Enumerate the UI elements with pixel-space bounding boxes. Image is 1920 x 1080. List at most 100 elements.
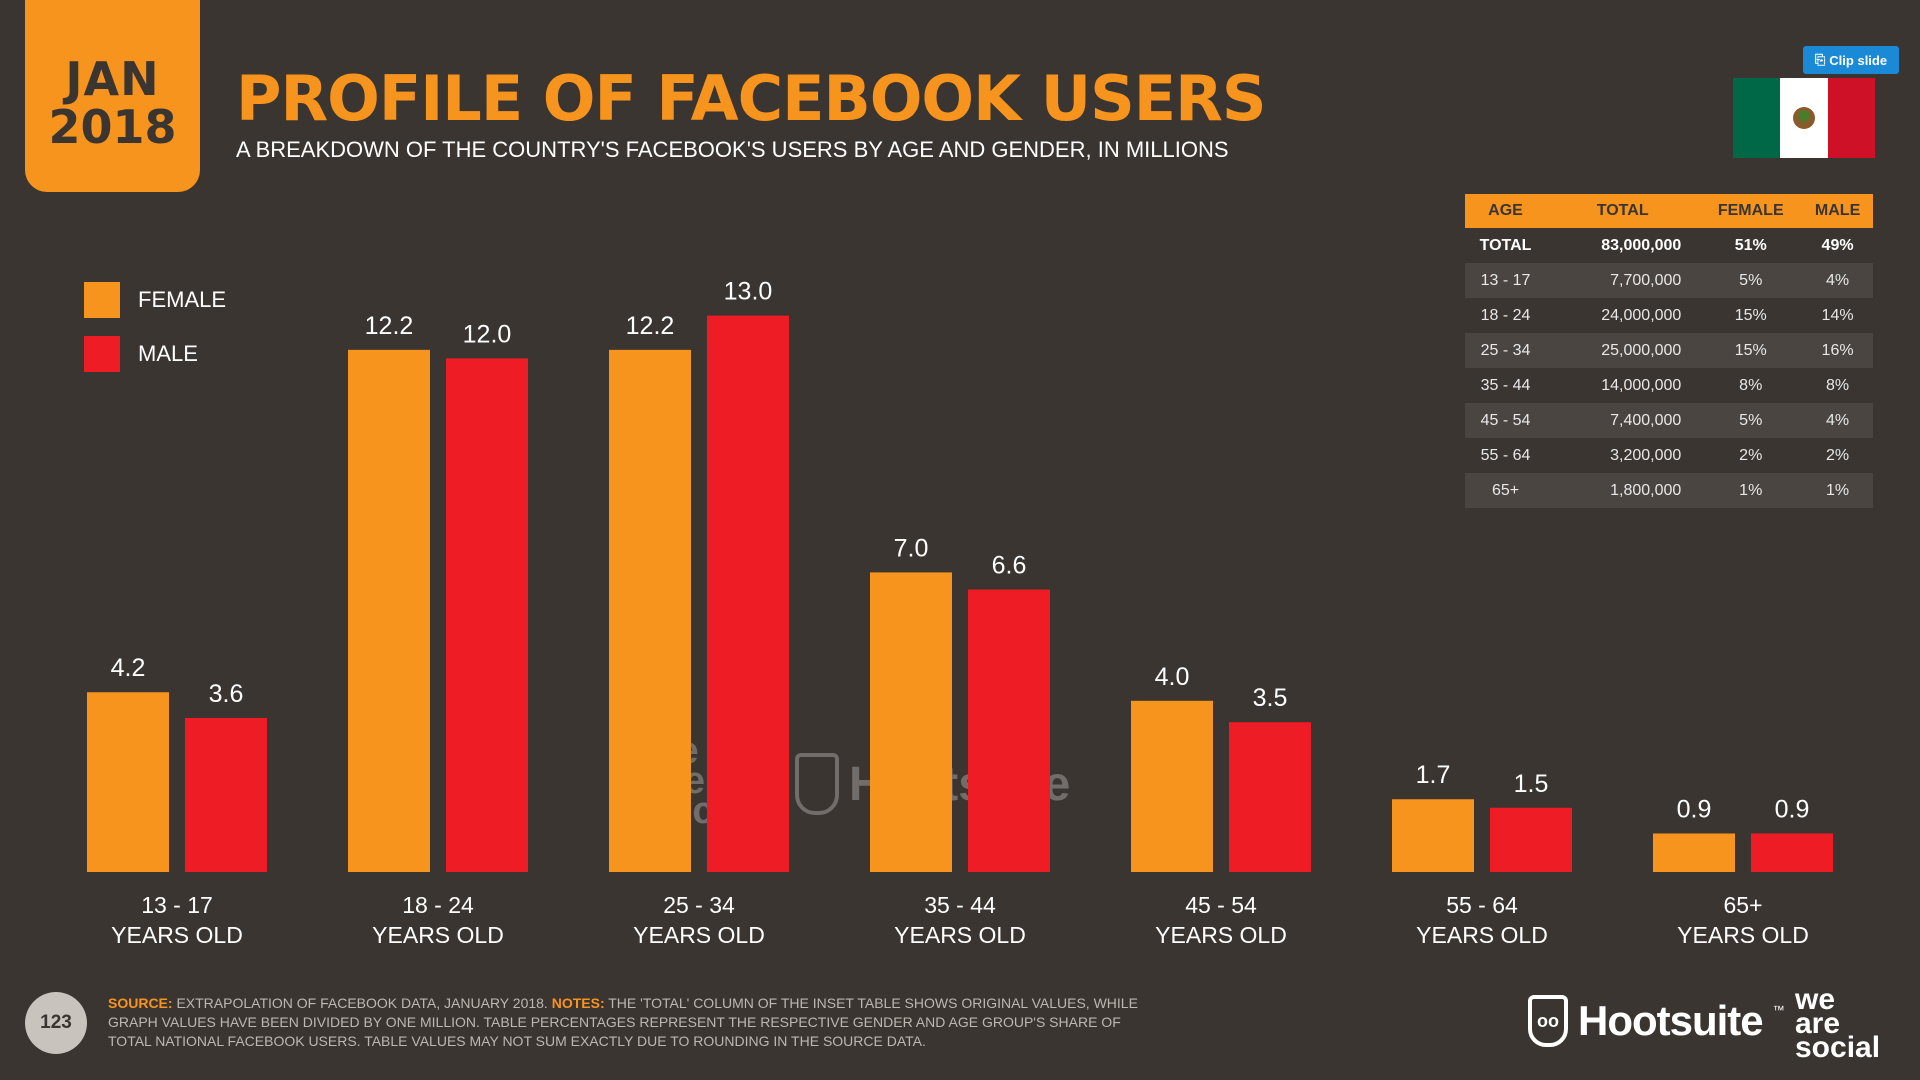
hootsuite-logo: oo Hootsuite ™ — [1528, 995, 1785, 1047]
date-month: JAN — [65, 52, 160, 106]
bar-male-6 — [1751, 833, 1833, 872]
x-tick-sublabel-5: YEARS OLD — [1416, 922, 1548, 948]
table-cell: 5% — [1699, 403, 1803, 438]
footer-notes: SOURCE: EXTRAPOLATION OF FACEBOOK DATA, … — [108, 994, 1148, 1051]
table-header-total: TOTAL — [1546, 194, 1700, 228]
table-cell: 4% — [1802, 403, 1873, 438]
table-header-female: FEMALE — [1699, 194, 1803, 228]
page-title: PROFILE OF FACEBOOK USERS — [236, 62, 1267, 135]
value-label-female-0: 4.2 — [111, 654, 146, 682]
owl-icon: oo — [1528, 995, 1568, 1047]
chart-legend: FEMALE MALE — [84, 282, 226, 390]
table-row: 25 - 34 25,000,000 15% 16% — [1465, 333, 1873, 368]
logo-are: are — [1795, 1007, 1841, 1040]
table-cell: 25 - 34 — [1465, 333, 1547, 368]
table-cell: 51% — [1734, 236, 1767, 254]
table-header-age: AGE — [1465, 194, 1547, 228]
table-cell: 55 - 64 — [1480, 446, 1531, 464]
table-row: 35 - 44 14,000,000 8% 8% — [1465, 368, 1873, 403]
table-cell: 8% — [1739, 376, 1763, 394]
table-cell: 4% — [1802, 263, 1873, 298]
legend-item-male: MALE — [84, 336, 226, 372]
bar-male-2 — [707, 315, 789, 873]
value-label-female-5: 1.7 — [1416, 761, 1451, 789]
bar-female-4 — [1131, 700, 1213, 872]
table-cell: 35 - 44 — [1480, 376, 1531, 394]
table-cell: TOTAL — [1479, 236, 1532, 254]
bar-male-4 — [1229, 722, 1311, 872]
table-row: 65+ 1,800,000 1% 1% — [1465, 473, 1873, 508]
bar-female-6 — [1653, 833, 1735, 872]
table-cell: 8% — [1826, 376, 1850, 394]
x-tick-label-0: 13 - 17 — [141, 892, 213, 918]
table-cell: 18 - 24 — [1480, 306, 1531, 324]
table-cell: 83,000,000 — [1601, 236, 1682, 254]
value-label-male-2: 13.0 — [724, 278, 773, 306]
table-cell: 15% — [1699, 333, 1803, 368]
table-row: 45 - 54 7,400,000 5% 4% — [1465, 403, 1873, 438]
table-cell: 45 - 54 — [1465, 403, 1547, 438]
watermark-owl-icon — [795, 753, 839, 815]
table-cell: 5% — [1699, 263, 1803, 298]
table-cell: 1% — [1699, 473, 1803, 508]
value-label-female-6: 0.9 — [1677, 795, 1712, 823]
wearesocial-logo: we are social — [1795, 983, 1881, 1064]
logo-we: we — [1795, 983, 1836, 1016]
x-tick-sublabel-3: YEARS OLD — [894, 922, 1026, 948]
source-label: SOURCE: — [108, 995, 173, 1011]
table-cell: 65+ — [1465, 473, 1547, 508]
legend-swatch-female — [84, 282, 120, 318]
coat-of-arms-icon — [1792, 107, 1815, 129]
bar-female-5 — [1392, 799, 1474, 872]
x-tick-sublabel-6: YEARS OLD — [1677, 922, 1809, 948]
clip-icon: ⎘ — [1814, 52, 1826, 67]
table-cell: 14% — [1821, 306, 1854, 324]
bar-male-0 — [185, 717, 267, 872]
table-cell: 49% — [1821, 236, 1854, 254]
table-cell: 2% — [1826, 446, 1850, 464]
notes-text: THE 'TOTAL' COLUMN OF THE INSET TABLE SH… — [108, 995, 1138, 1049]
table-cell: 13 - 17 — [1465, 263, 1547, 298]
date-badge: JAN 2018 — [25, 0, 200, 192]
value-label-male-4: 3.5 — [1253, 684, 1288, 712]
page-subtitle: A BREAKDOWN OF THE COUNTRY'S FACEBOOK'S … — [236, 137, 1229, 162]
x-tick-label-2: 25 - 34 — [663, 892, 735, 918]
clip-slide-button[interactable]: ⎘ Clip slide — [1803, 46, 1899, 74]
bar-female-0 — [87, 692, 169, 872]
table-cell: 2% — [1739, 446, 1763, 464]
value-label-male-0: 3.6 — [209, 680, 244, 708]
hootsuite-tm: ™ — [1772, 1003, 1785, 1017]
inset-table: AGE TOTAL FEMALE MALE TOTAL 83,000,000 5… — [1465, 194, 1873, 508]
page-number: 123 — [25, 992, 87, 1054]
flag-stripe-white — [1780, 78, 1828, 158]
table-cell: 1% — [1802, 473, 1873, 508]
value-label-female-2: 12.2 — [626, 312, 675, 340]
x-tick-sublabel-0: YEARS OLD — [111, 922, 243, 948]
table-cell: 15% — [1734, 306, 1767, 324]
hootsuite-text: Hootsuite — [1578, 997, 1764, 1044]
table-row: 13 - 17 7,700,000 5% 4% — [1465, 263, 1873, 298]
value-label-female-1: 12.2 — [365, 312, 414, 340]
logo-social: social — [1795, 1031, 1881, 1064]
table-row: 18 - 24 24,000,000 15% 14% — [1465, 298, 1873, 333]
x-tick-label-6: 65+ — [1723, 892, 1762, 918]
bar-female-1 — [348, 349, 430, 873]
x-tick-sublabel-4: YEARS OLD — [1155, 922, 1287, 948]
table-header-row: AGE TOTAL FEMALE MALE — [1465, 194, 1873, 228]
value-label-male-5: 1.5 — [1514, 770, 1549, 798]
mexico-flag — [1733, 78, 1875, 158]
bar-male-5 — [1490, 807, 1572, 872]
x-tick-label-1: 18 - 24 — [402, 892, 474, 918]
table-header-male: MALE — [1802, 194, 1873, 228]
clip-slide-label: Clip slide — [1829, 52, 1888, 68]
table-cell: 25,000,000 — [1546, 333, 1700, 368]
table-cell: 14,000,000 — [1601, 376, 1682, 394]
x-tick-sublabel-2: YEARS OLD — [633, 922, 765, 948]
flag-stripe-red — [1827, 78, 1875, 158]
x-tick-label-3: 35 - 44 — [924, 892, 996, 918]
table-cell: 7,400,000 — [1546, 403, 1700, 438]
value-label-female-3: 7.0 — [894, 534, 929, 562]
value-label-female-4: 4.0 — [1155, 663, 1190, 691]
legend-label-male: MALE — [138, 341, 198, 366]
